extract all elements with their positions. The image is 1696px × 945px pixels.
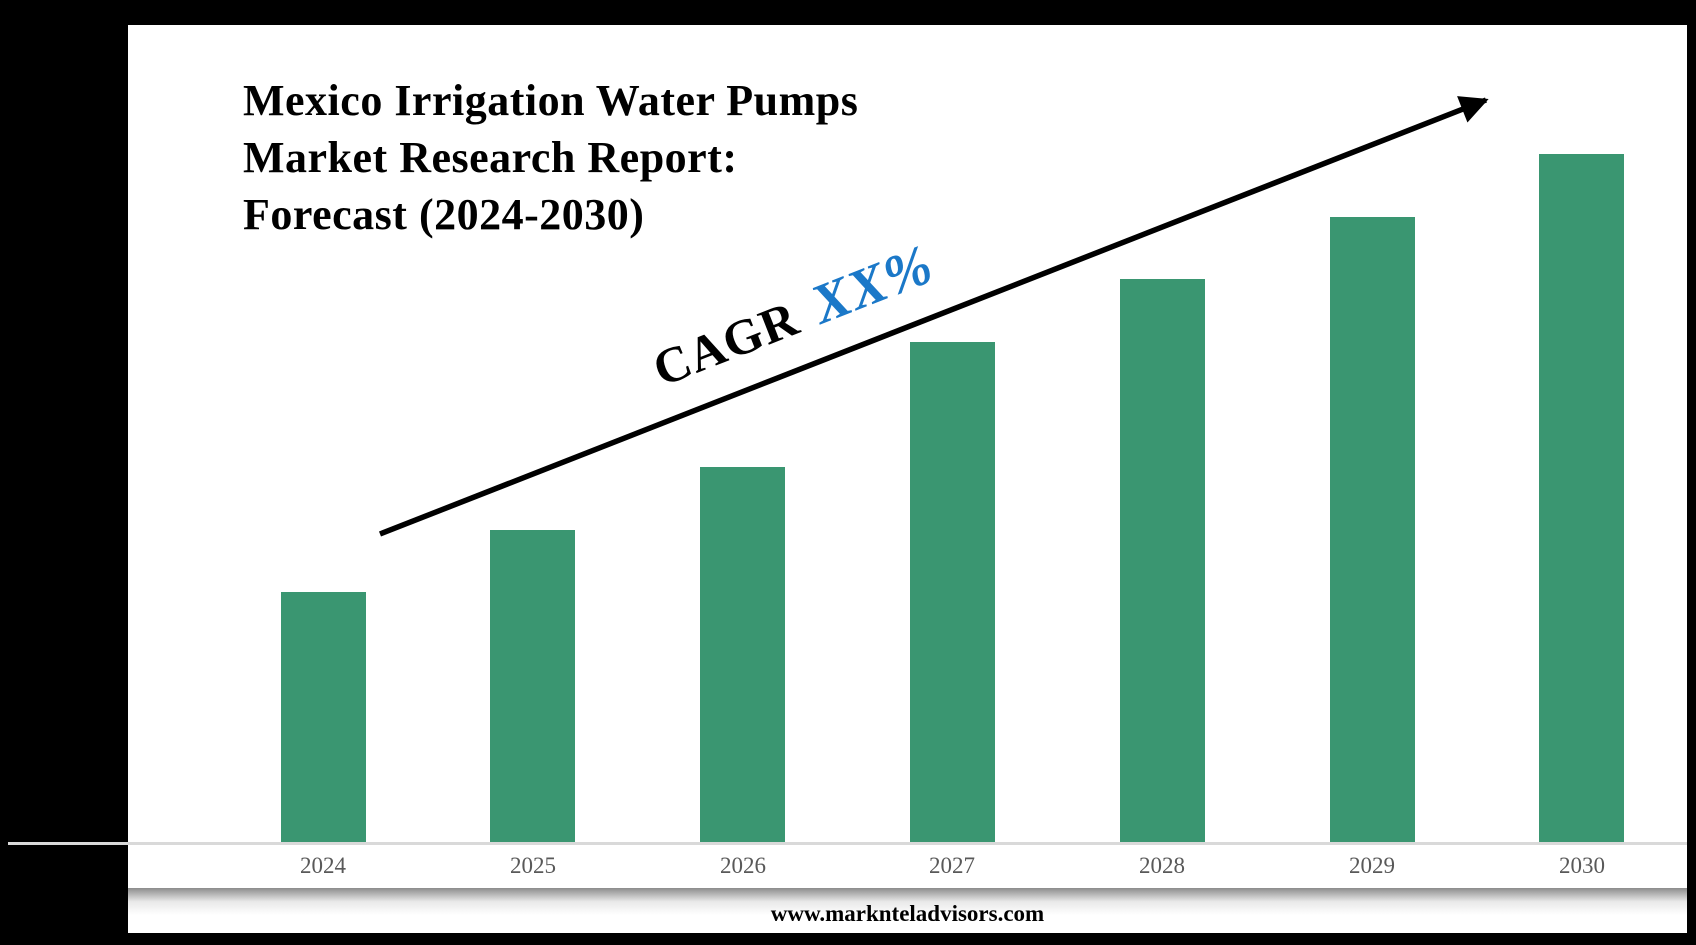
title-line-1: Mexico Irrigation Water Pumps — [243, 76, 859, 125]
title-line-2: Market Research Report: — [243, 133, 738, 182]
footer-band: www.marknteladvisors.com — [128, 888, 1687, 933]
x-axis-line — [8, 842, 1687, 845]
title-line-3: Forecast (2024-2030) — [243, 190, 645, 239]
footer-website-url: www.marknteladvisors.com — [770, 900, 1045, 926]
page-title: Mexico Irrigation Water Pumps Market Res… — [243, 72, 858, 243]
